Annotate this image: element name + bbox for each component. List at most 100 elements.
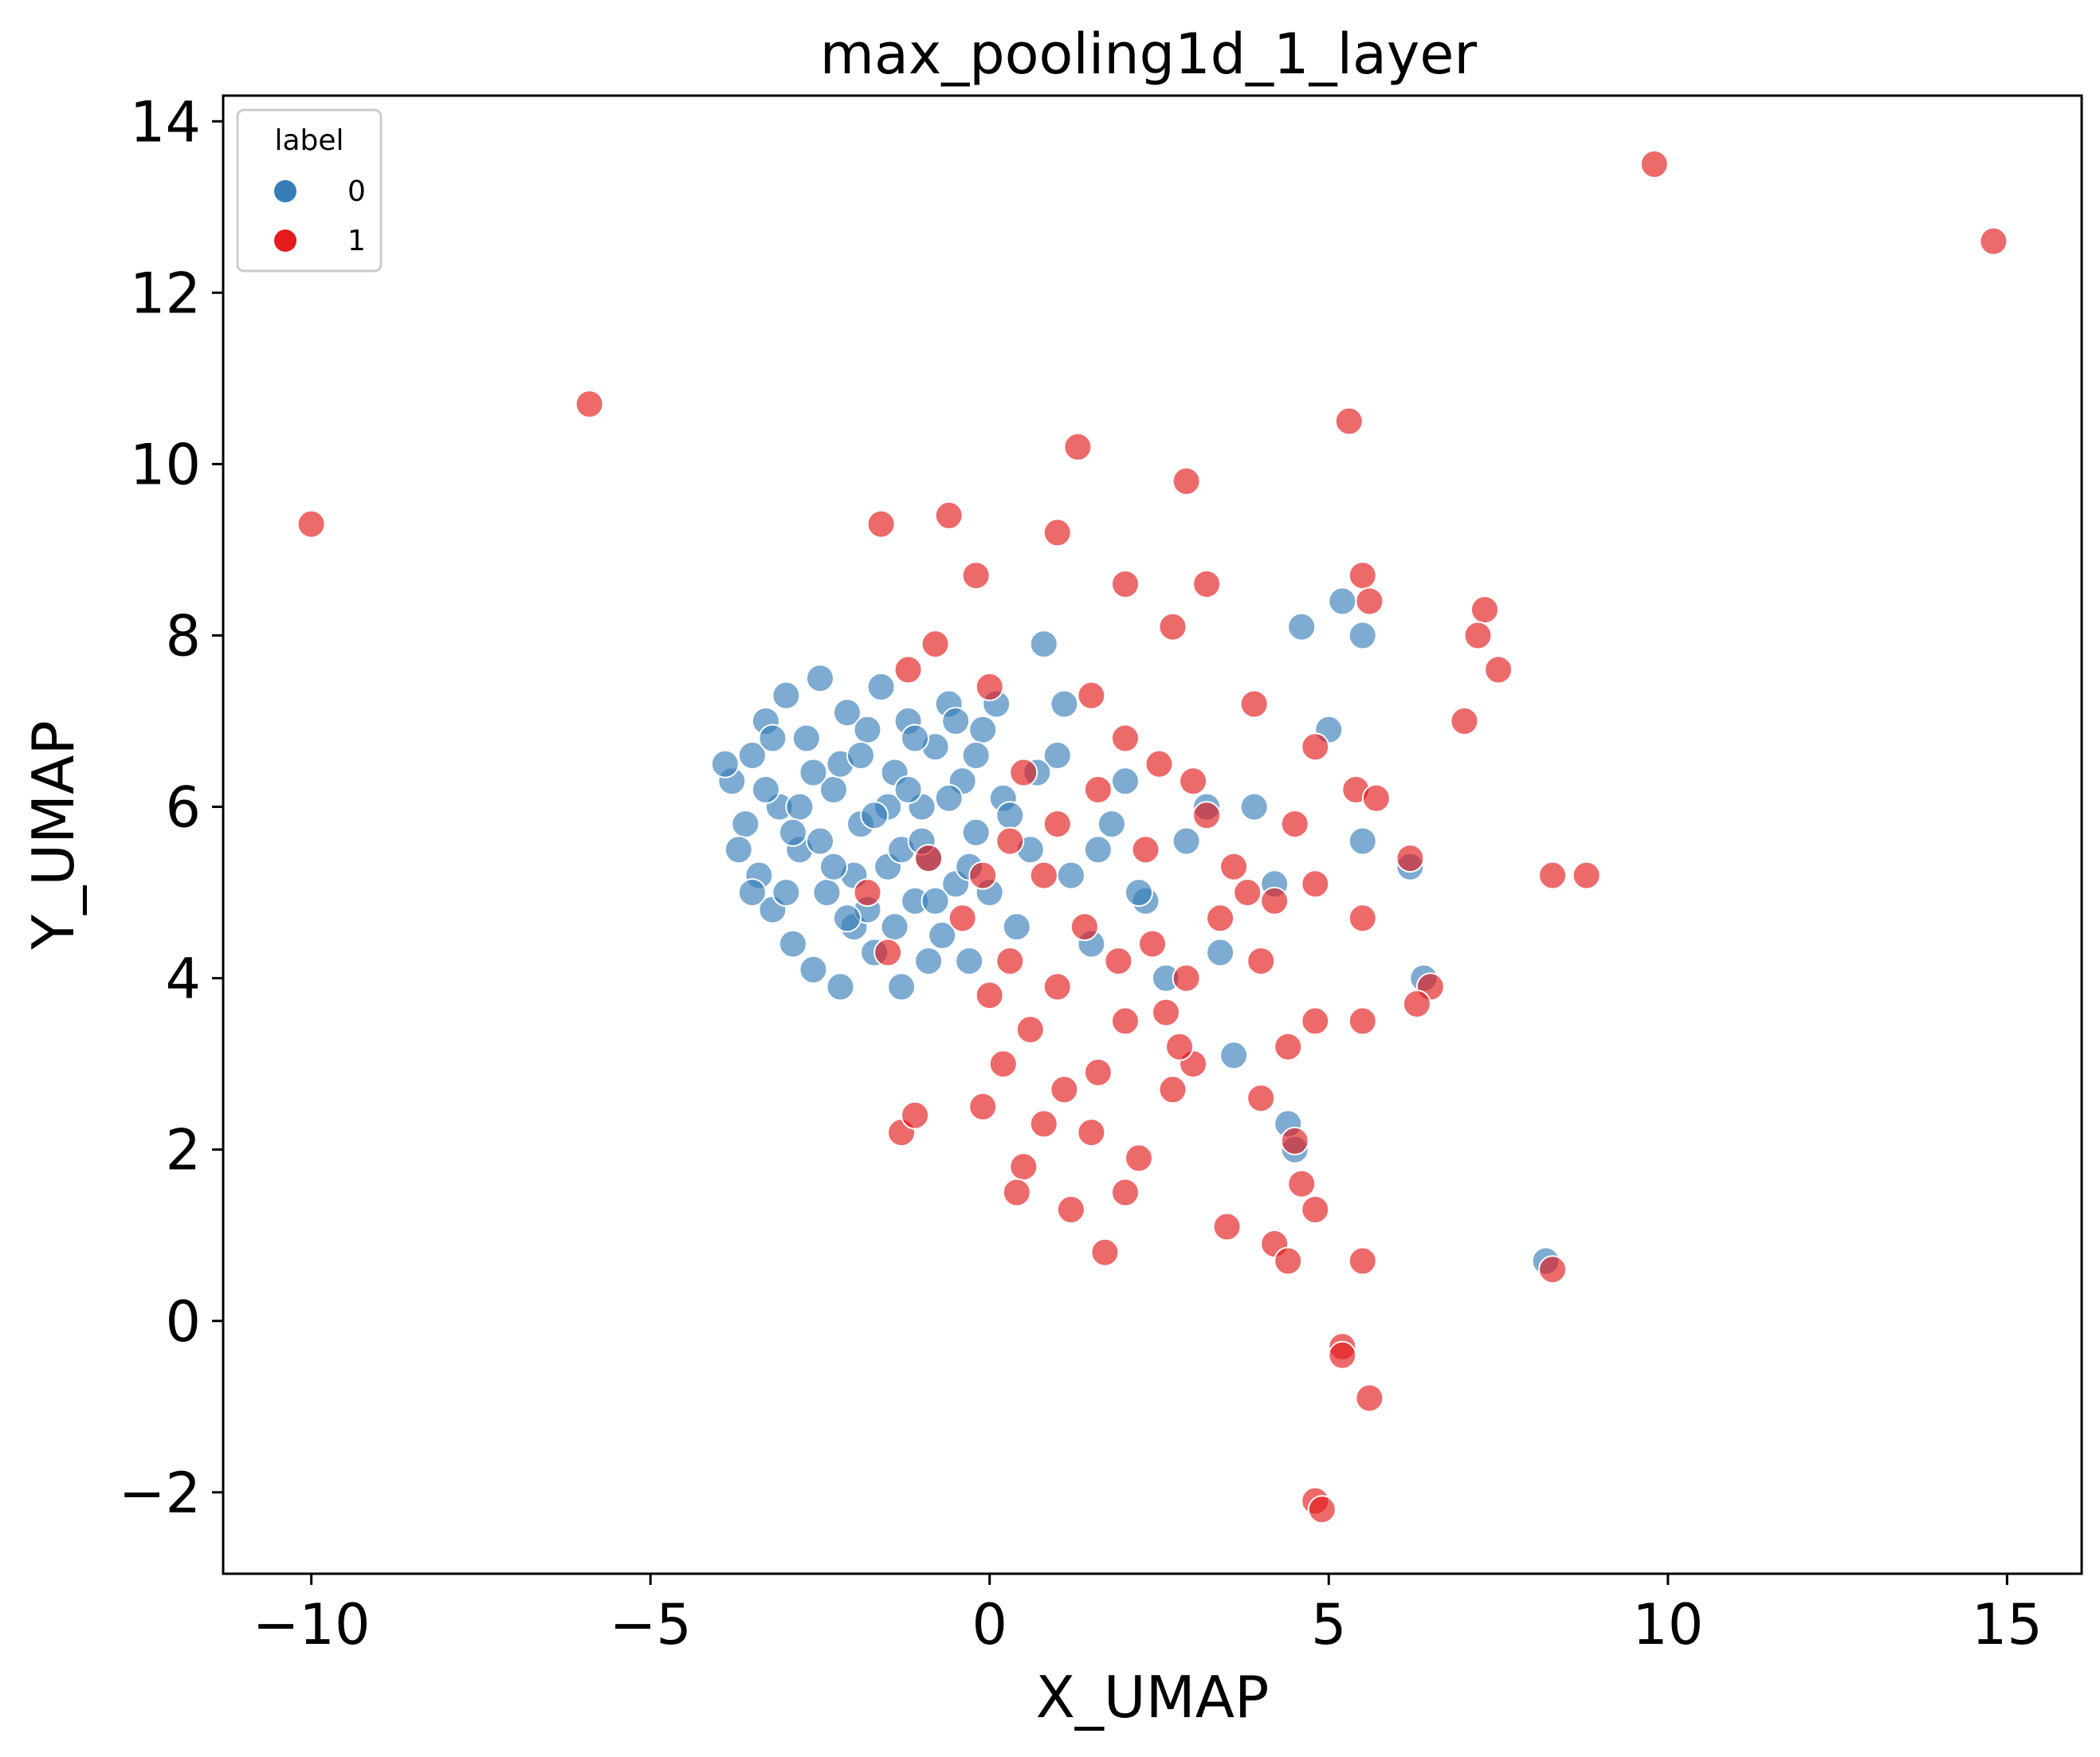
scatter-point-label-1 (873, 938, 903, 967)
scatter-point-label-0 (1125, 878, 1153, 908)
scatter-point-label-0 (995, 801, 1025, 830)
scatter-point-label-0 (799, 758, 828, 787)
scatter-point-label-1 (1158, 1075, 1187, 1104)
scatter-point-label-0 (955, 947, 984, 976)
scatter-point-label-1 (1179, 767, 1208, 796)
scatter-point-label-1 (1538, 1255, 1568, 1284)
scatter-point-label-0 (833, 698, 862, 728)
scatter-point-label-0 (1348, 621, 1377, 650)
scatter-point-label-1 (961, 561, 991, 590)
scatter-point-label-1 (1077, 680, 1106, 710)
y-tick-label: 2 (165, 1118, 201, 1183)
scatter-point-label-1 (1050, 1075, 1079, 1104)
scatter-point-label-1 (1307, 1495, 1337, 1524)
scatter-point-label-1 (975, 981, 1004, 1010)
scatter-point-label-1 (1361, 783, 1391, 813)
scatter-point-label-0 (968, 715, 998, 744)
scatter-point-label-1 (296, 509, 326, 539)
scatter-point-label-1 (1206, 904, 1235, 933)
scatter-point-label-0 (1056, 861, 1085, 890)
x-tick-label: −5 (610, 1592, 692, 1657)
plot-frame (222, 94, 2083, 1575)
scatter-point-label-0 (887, 972, 917, 1002)
scatter-point-label-0 (1002, 912, 1031, 942)
scatter-point-label-0 (812, 878, 842, 908)
scatter-point-label-0 (961, 818, 991, 847)
scatter-point-label-1 (853, 878, 882, 908)
scatter-point-label-0 (785, 792, 814, 822)
scatter-point-label-1 (1334, 406, 1364, 436)
y-tick-label: −2 (119, 1461, 201, 1526)
y-tick-label: 6 (165, 775, 201, 841)
scatter-point-label-0 (1219, 1041, 1249, 1070)
x-tick-label: −10 (253, 1592, 371, 1657)
scatter-point-label-1 (1131, 835, 1160, 865)
y-tick-label: 10 (130, 432, 201, 497)
scatter-point-label-0 (1111, 767, 1140, 796)
y-tick-label: 12 (130, 261, 201, 326)
scatter-point-label-1 (1029, 861, 1058, 890)
scatter-point-label-0 (1172, 826, 1201, 856)
scatter-point-label-0 (860, 801, 889, 830)
scatter-point-label-1 (1158, 612, 1187, 641)
scatter-point-label-1 (1042, 518, 1072, 547)
scatter-point-label-1 (934, 500, 964, 530)
scatter-point-label-1 (1274, 1032, 1303, 1061)
scatter-point-label-1 (1077, 1118, 1106, 1147)
scatter-point-label-0 (1206, 938, 1235, 967)
scatter-point-label-1 (1450, 707, 1479, 735)
scatter-point-label-0 (771, 680, 801, 710)
scatter-point-label-1 (1395, 844, 1425, 873)
scatter-point-label-1 (1470, 595, 1499, 625)
legend-marker-1 (274, 229, 296, 252)
scatter-point-label-1 (1125, 1143, 1153, 1173)
scatter-point-label-1 (995, 947, 1025, 976)
scatter-point-label-0 (778, 929, 807, 959)
y-tick-label: 8 (165, 603, 201, 669)
scatter-point-label-0 (914, 947, 944, 976)
scatter-point-label-1 (1104, 947, 1133, 976)
scatter-point-label-0 (758, 724, 787, 753)
scatter-point-label-1 (1280, 810, 1309, 839)
scatter-point-label-0 (1083, 835, 1113, 865)
scatter-point-label-1 (1056, 1195, 1085, 1224)
scatter-point-label-1 (1572, 861, 1601, 890)
scatter-point-label-1 (1212, 1212, 1242, 1241)
scatter-point-label-0 (901, 724, 930, 753)
scatter-point-label-1 (1538, 861, 1568, 890)
scatter-point-label-0 (853, 715, 882, 744)
scatter-point-label-1 (1484, 655, 1513, 684)
scatter-point-label-1 (1138, 929, 1167, 959)
legend-title: label (274, 124, 343, 157)
scatter-point-label-1 (1029, 1109, 1058, 1139)
scatter-point-label-0 (1328, 586, 1357, 616)
scatter-point-label-1 (1260, 886, 1289, 916)
scatter-point-label-1 (1463, 621, 1493, 650)
scatter-point-label-1 (968, 1092, 998, 1121)
scatter-point-label-0 (791, 724, 821, 753)
scatter-point-label-1 (988, 1049, 1018, 1079)
scatter-point-label-0 (1348, 826, 1377, 856)
y-axis: −2 0 2 4 6 8 10 12 14 (119, 89, 223, 1526)
scatter-point-label-1 (1192, 570, 1222, 598)
scatter-point-label-0 (819, 852, 848, 881)
scatter-point-label-1 (1979, 226, 2008, 256)
scatter-point-label-0 (866, 673, 896, 701)
scatter-point-label-1 (1348, 561, 1377, 590)
legend: label 0 1 (236, 108, 383, 273)
scatter-point-label-0 (771, 878, 801, 908)
scatter-point-label-1 (901, 1100, 930, 1130)
scatter-point-label-0 (1097, 810, 1126, 839)
scatter-point-label-1 (1002, 1178, 1031, 1207)
scatter-point-label-0 (928, 920, 957, 950)
x-tick-label: 5 (1311, 1592, 1347, 1657)
scatter-point-label-0 (934, 783, 964, 813)
scatter-point-label-1 (1111, 724, 1140, 753)
scatter-point-label-0 (710, 749, 740, 778)
scatter-point-label-1 (968, 861, 998, 890)
y-tick-label: 0 (165, 1289, 201, 1355)
scatter-point-label-1 (1301, 869, 1330, 899)
scatter-point-label-1 (1063, 432, 1093, 461)
scatter-point-label-1 (1348, 1006, 1377, 1036)
scatter-point-label-1 (866, 509, 896, 539)
